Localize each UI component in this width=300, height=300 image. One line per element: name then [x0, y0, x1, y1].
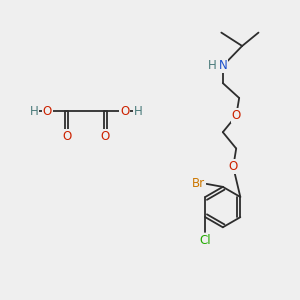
Text: O: O — [120, 105, 129, 118]
Text: O: O — [62, 130, 71, 143]
Text: H: H — [134, 105, 142, 118]
Text: H: H — [207, 59, 216, 72]
Text: O: O — [43, 105, 52, 118]
Text: O: O — [232, 109, 241, 122]
Text: Cl: Cl — [200, 233, 211, 247]
Text: H: H — [30, 105, 38, 118]
Text: Br: Br — [192, 177, 205, 190]
Text: N: N — [218, 59, 227, 72]
Text: O: O — [229, 160, 238, 173]
Text: O: O — [101, 130, 110, 143]
